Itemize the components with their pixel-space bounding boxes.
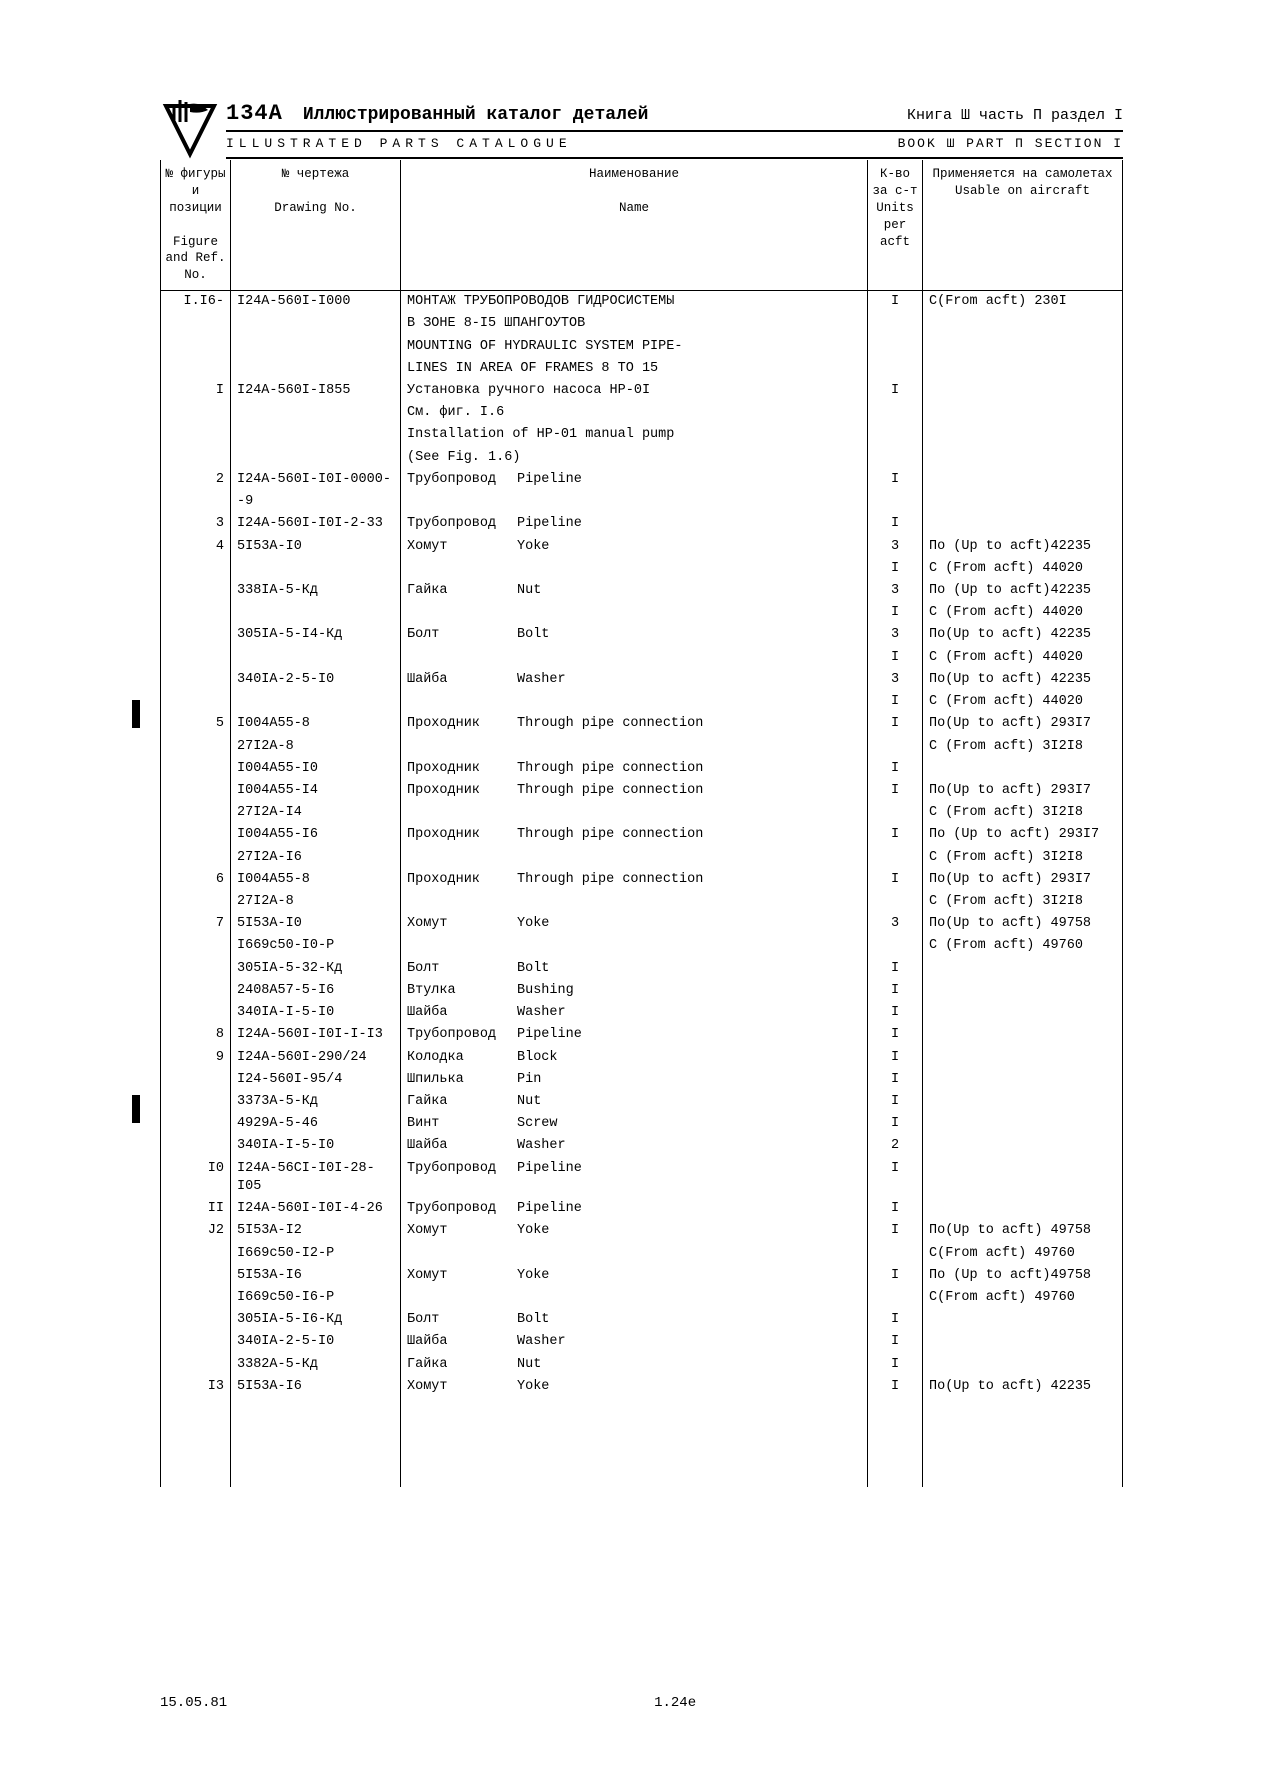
table-row [161,1398,1123,1420]
table-row: 2I24A-560I-I0I-0000-ТрубопроводPipelineI [161,469,1123,491]
table-row: 305IA-5-I4-КдБолтBolt3По(Up to acft) 422… [161,624,1123,646]
table-row: I.I6-I24A-560I-I000МОНТАЖ ТРУБОПРОВОДОВ … [161,291,1123,314]
table-row: I004A55-I6ПроходникThrough pipe connecti… [161,824,1123,846]
table-row: 340IA-2-5-I0ШайбаWasherI [161,1331,1123,1353]
table-row: (See Fig. 1.6) [161,447,1123,469]
model-number: 134A [226,101,283,126]
table-row: 8I24A-560I-I0I-I-I3ТрубопроводPipelineI [161,1024,1123,1046]
catalogue-title-ru: Иллюстрированный каталог деталей [303,105,907,125]
table-row: 3373А-5-КдГайкаNutI [161,1091,1123,1113]
catalogue-title-en: ILLUSTRATED PARTS CATALOGUE [226,136,898,151]
col-usable-on: Применяется на самолетах Usable on aircr… [923,160,1123,291]
table-row: IС (From acft) 44020 [161,647,1123,669]
table-row: I669с50-I2-РС(From acft) 49760 [161,1243,1123,1265]
table-row [161,1443,1123,1465]
table-row: I669с50-I0-РС (From acft) 49760 [161,935,1123,957]
footer-date: 15.05.81 [160,1695,227,1711]
table-row: I35I53A-I6ХомутYokeIПо(Up to acft) 42235 [161,1376,1123,1398]
footer-page-no: 1.24е [654,1695,696,1711]
table-row: -9 [161,491,1123,513]
table-row: MOUNTING OF HYDRAULIC SYSTEM PIPE- [161,336,1123,358]
table-row: 75I53A-I0ХомутYoke3По(Up to acft) 49758 [161,913,1123,935]
binder-mark [132,1095,140,1123]
col-name: Наименование Name [401,160,868,291]
table-row: 9I24A-560I-290/24КолодкаBlockI [161,1047,1123,1069]
table-row: LINES IN AREA OF FRAMES 8 TO 15 [161,358,1123,380]
col-units: К-во за с-т Units per acft [868,160,923,291]
book-part-section-en: BOOK Ш PART П SECTION I [898,136,1123,151]
table-row: 340IA-I-5-I0ШайбаWasher2 [161,1135,1123,1157]
table-row: 2408А57-5-I6ВтулкаBushingI [161,980,1123,1002]
table-row: 27I2A-I4С (From acft) 3I2I8 [161,802,1123,824]
table-row: J25I53A-I2ХомутYokeIПо(Up to acft) 49758 [161,1220,1123,1242]
table-row: I0I24A-56СI-I0I-28-I05ТрубопроводPipelin… [161,1158,1123,1198]
table-row: 27I2A-8С (From acft) 3I2I8 [161,736,1123,758]
table-row: I24-560I-95/4ШпилькаPinI [161,1069,1123,1091]
table-row: III24A-560I-I0I-4-26ТрубопроводPipelineI [161,1198,1123,1220]
binder-mark [132,700,140,728]
table-row: 45I53A-I0ХомутYoke3По (Up to acft)42235 [161,536,1123,558]
table-row: 340IA-I-5-I0ШайбаWasherI [161,1002,1123,1024]
table-row: В ЗОНЕ 8-I5 ШПАНГОУТОВ [161,313,1123,335]
col-drawing-no: № чертежа Drawing No. [231,160,401,291]
table-row: I004A55-I0ПроходникThrough pipe connecti… [161,758,1123,780]
table-row: 27I2A-8С (From acft) 3I2I8 [161,891,1123,913]
table-row: 5I004A55-8ПроходникThrough pipe connecti… [161,713,1123,735]
table-row: 340IA-2-5-I0ШайбаWasher3По(Up to acft) 4… [161,669,1123,691]
table-row [161,1465,1123,1487]
col-figure-ref: № фигуры и позиции Figure and Ref. No. [161,160,231,291]
table-row: Installation of HP-01 manual pump [161,424,1123,446]
page-footer: 15.05.81 1.24е [160,1695,1123,1711]
table-row: IС (From acft) 44020 [161,691,1123,713]
table-row: 6I004A55-8ПроходникThrough pipe connecti… [161,869,1123,891]
table-row: 27I2A-I6С (From acft) 3I2I8 [161,847,1123,869]
table-row: 305IA-5-I6-КдБолтBoltI [161,1309,1123,1331]
table-row: I669с50-I6-РС(From acft) 49760 [161,1287,1123,1309]
table-row: IС (From acft) 44020 [161,558,1123,580]
parts-table: № фигуры и позиции Figure and Ref. No. №… [160,160,1123,1487]
table-row: См. фиг. I.6 [161,402,1123,424]
table-row: II24A-560I-I855Установка ручного насоса … [161,380,1123,402]
table-row: 5I53A-I6ХомутYokeIПо (Up to acft)49758 [161,1265,1123,1287]
table-row: 3I24A-560I-I0I-2-33ТрубопроводPipelineI [161,513,1123,535]
table-row: 3382А-5-КдГайкаNutI [161,1354,1123,1376]
header: 134A Иллюстрированный каталог деталей Кн… [160,100,1123,160]
table-row: 4929А-5-46ВинтScrewI [161,1113,1123,1135]
table-row: I004A55-I4ПроходникThrough pipe connecti… [161,780,1123,802]
book-part-section-ru: Книга Ш часть П раздел I [907,107,1123,124]
table-row: IС (From acft) 44020 [161,602,1123,624]
table-row [161,1420,1123,1442]
tupolev-logo [160,100,220,160]
table-row: 338IA-5-КдГайкаNut3По (Up to acft)42235 [161,580,1123,602]
table-row: 305IA-5-32-КдБолтBoltI [161,958,1123,980]
